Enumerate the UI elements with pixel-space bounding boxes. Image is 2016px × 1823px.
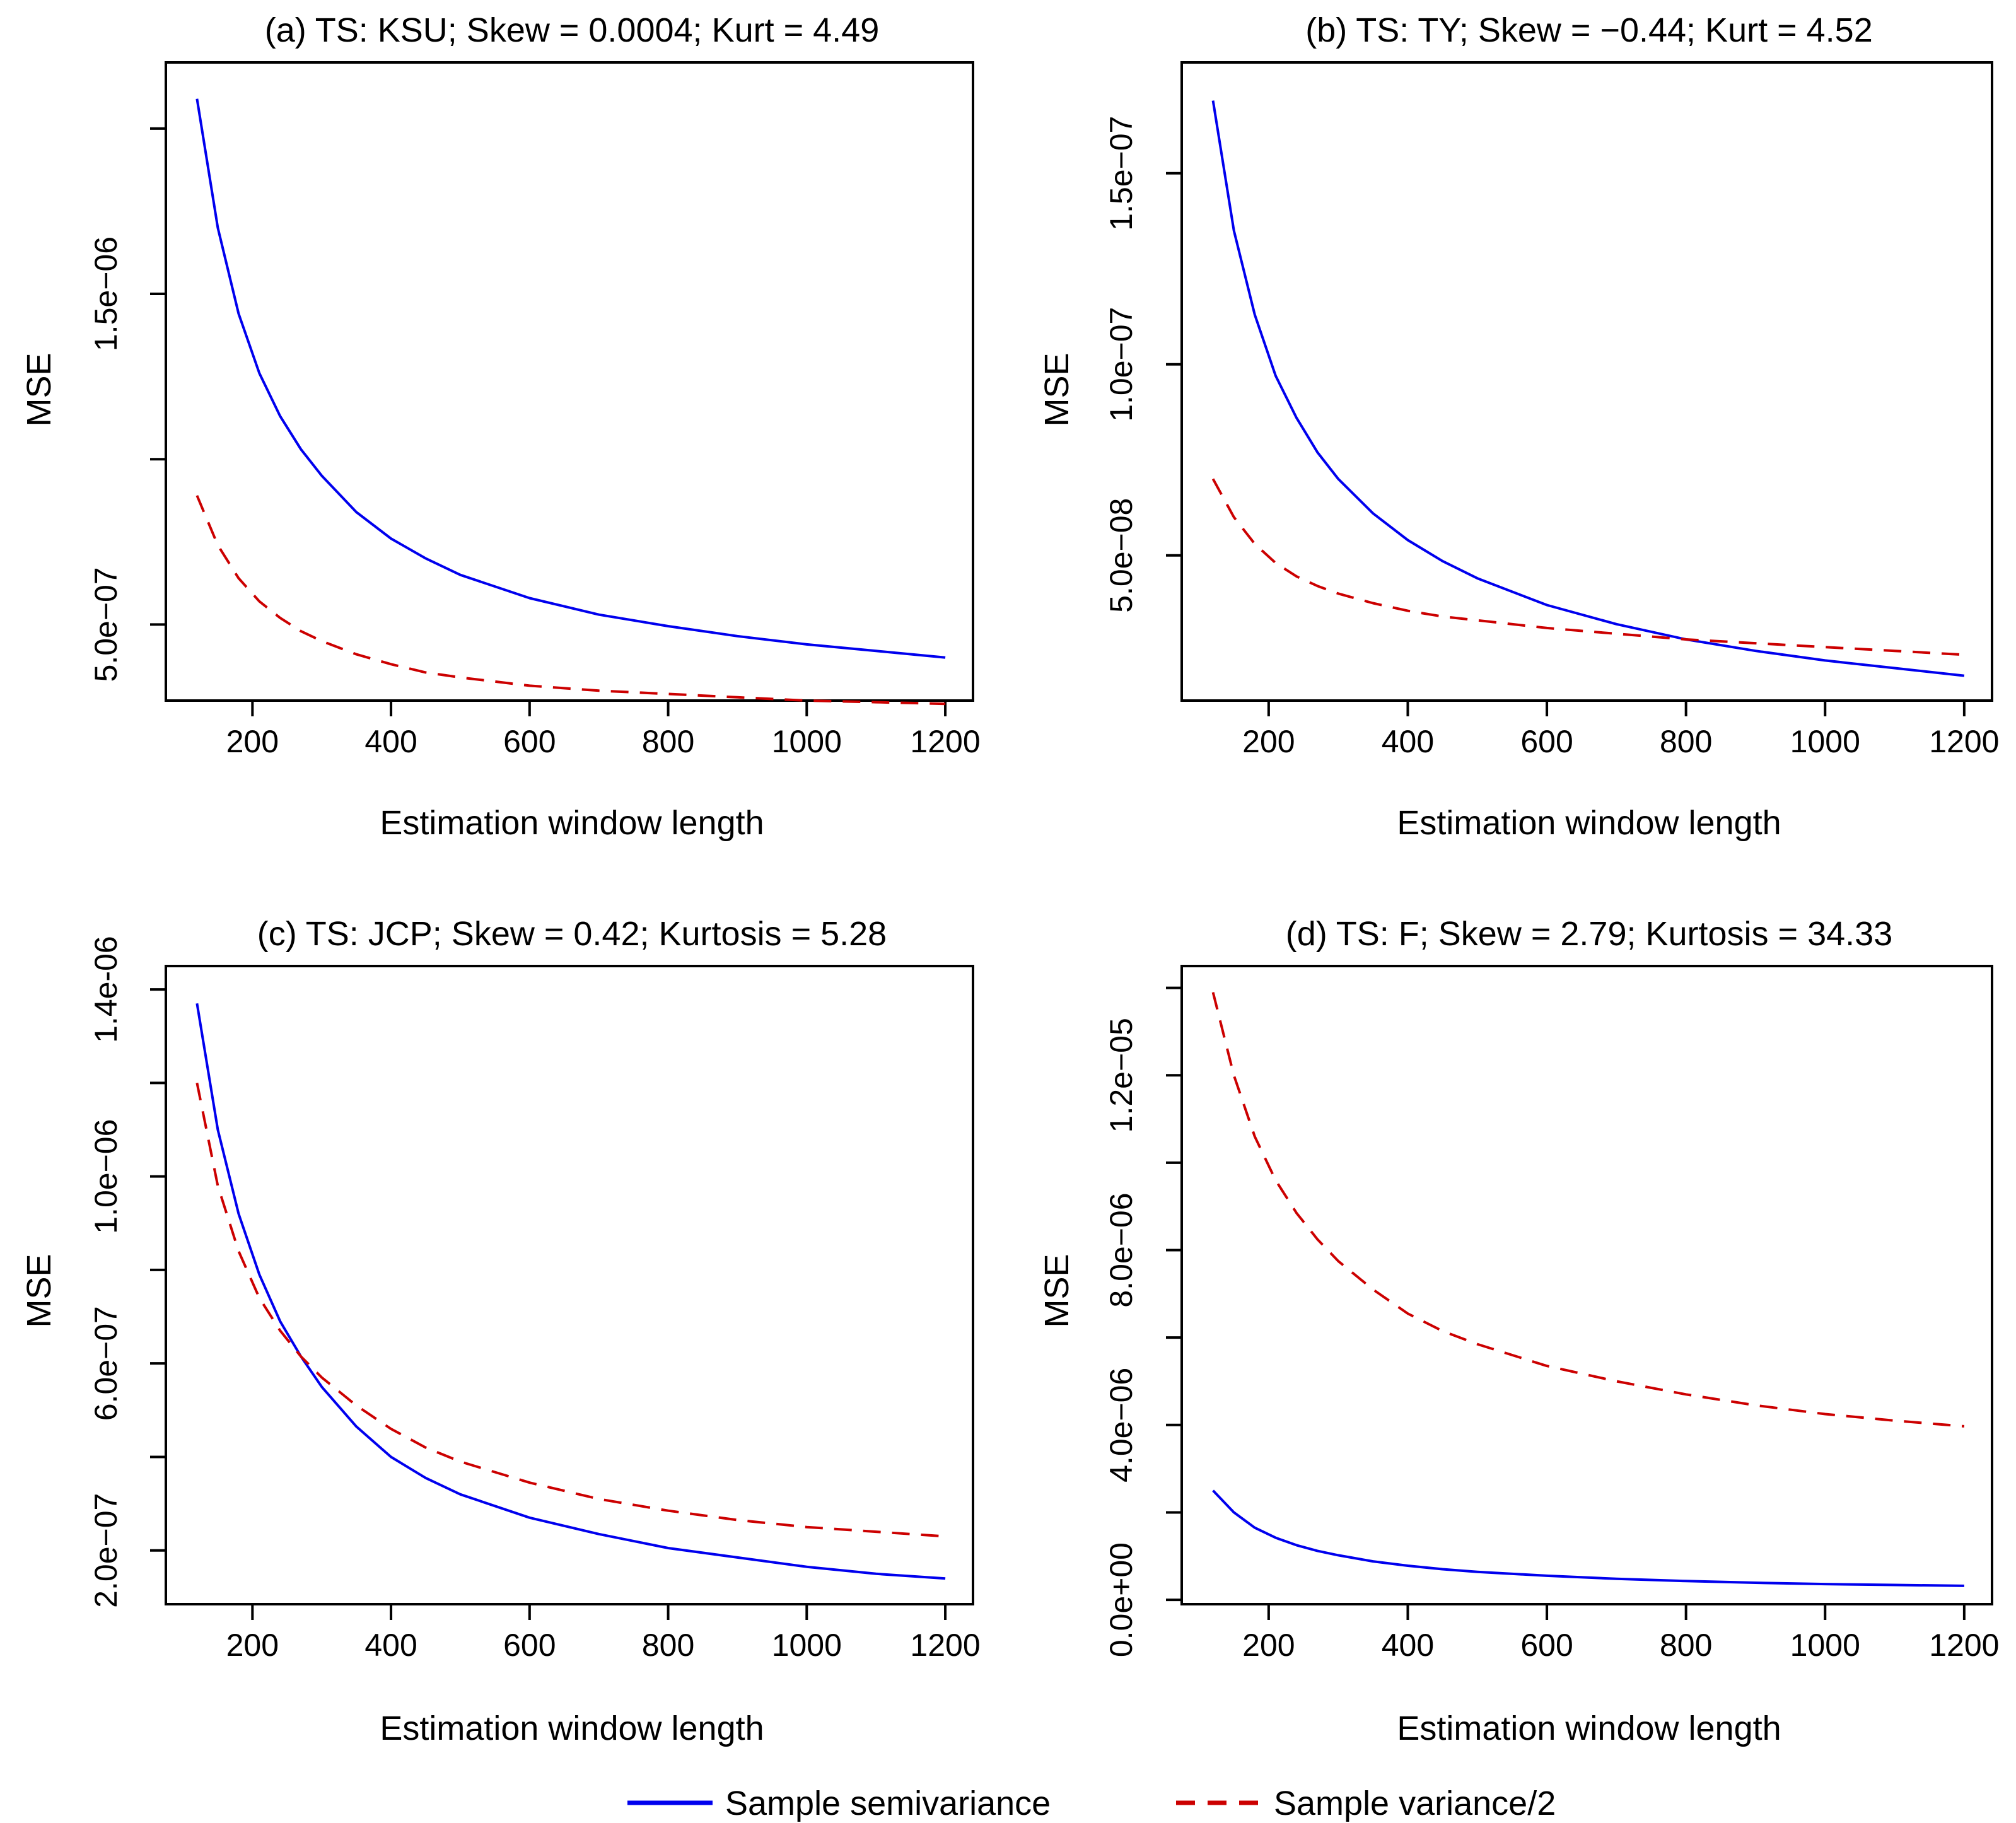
panel-c-xlabel: Estimation window length: [380, 1709, 764, 1747]
panel-c-xtick-label-800: 800: [642, 1628, 694, 1663]
panel-a-title: (a) TS: KSU; Skew = 0.0004; Kurt = 4.49: [265, 11, 880, 49]
panel-b-xtick-label-600: 600: [1520, 724, 1573, 759]
panel-d-xtick-label-400: 400: [1382, 1628, 1434, 1663]
panel-d-series-semivariance: [1212, 1489, 1964, 1587]
panel-c-xtick-label-200: 200: [226, 1628, 279, 1663]
panel-d: (d) TS: F; Skew = 2.79; Kurtosis = 34.33…: [1038, 915, 1999, 1747]
panel-d-xlabel: Estimation window length: [1397, 1709, 1781, 1747]
panel-a-plot-area: 200 400 600 800 1000 1200 5.0e−07 1.5e−06: [88, 98, 981, 759]
panel-a-ylabel: MSE: [20, 352, 58, 426]
panel-d-xtick-label-800: 800: [1660, 1628, 1712, 1663]
panel-d-plot-area: 200 400 600 800 1000 1200 0.0e+00 4.0e−06 8.0e−0…: [1104, 986, 1999, 1663]
panel-b-plot-frame: [1180, 61, 1993, 702]
panel-c-ytick-label-6: 1.4e-06: [88, 936, 124, 1043]
panel-a-ytick-label-0: 5.0e−07: [88, 567, 124, 682]
panel-a: (a) TS: KSU; Skew = 0.0004; Kurt = 4.49 …: [20, 11, 981, 842]
panel-a-ytick-label-2: 1.5e−06: [88, 236, 124, 351]
panel-b-ytick-label-0: 5.0e−08: [1104, 498, 1139, 613]
panel-b-xtick-label-1200: 1200: [1929, 724, 1999, 759]
panel-d-plot-frame: [1180, 965, 1993, 1605]
panel-a-xtick-label-200: 200: [226, 724, 279, 759]
panel-d-xtick-label-1200: 1200: [1929, 1628, 1999, 1663]
panel-b-ylabel: MSE: [1038, 352, 1076, 426]
legend-label-semivariance: Sample semivariance: [725, 1785, 1051, 1822]
panel-c-xtick-label-400: 400: [364, 1628, 417, 1663]
panel-d-xtick-label-1000: 1000: [1790, 1628, 1860, 1663]
panel-b: (b) TS: TY; Skew = −0.44; Kurt = 4.52 MS…: [1038, 11, 1999, 842]
panel-c-ytick-label-0: 2.0e−07: [88, 1493, 124, 1608]
panel-b-xtick-label-200: 200: [1242, 724, 1295, 759]
legend: Sample semivariance Sample variance/2: [627, 1785, 1556, 1822]
panel-c-plot-area: 200 400 600 800 1000 1200 2.0e−07 6.0e−07 1.0e−0…: [88, 936, 981, 1663]
panel-a-plot-frame: [165, 61, 974, 702]
panel-c-xtick-label-1200: 1200: [910, 1628, 980, 1663]
panel-c-xtick-label-600: 600: [503, 1628, 556, 1663]
panel-d-ytick-label-6: 1.2e−05: [1104, 1018, 1139, 1133]
panel-c: (c) TS: JCP; Skew = 0.42; Kurtosis = 5.2…: [20, 915, 981, 1747]
panel-a-xtick-label-1200: 1200: [910, 724, 980, 759]
panel-d-xtick-label-600: 600: [1520, 1628, 1573, 1663]
panel-d-ylabel: MSE: [1038, 1254, 1076, 1327]
panel-b-xtick-label-800: 800: [1660, 724, 1712, 759]
panel-a-xtick-label-600: 600: [503, 724, 556, 759]
panel-d-xtick-label-200: 200: [1242, 1628, 1295, 1663]
panel-d-ytick-label-2: 4.0e−06: [1104, 1368, 1139, 1482]
panel-a-xtick-label-800: 800: [642, 724, 694, 759]
panel-a-xtick-label-1000: 1000: [772, 724, 842, 759]
legend-label-variance-half: Sample variance/2: [1274, 1785, 1556, 1822]
panel-b-ytick-label-1: 1.0e−07: [1104, 307, 1139, 422]
panel-c-xtick-label-1000: 1000: [772, 1628, 842, 1663]
panel-d-title: (d) TS: F; Skew = 2.79; Kurtosis = 34.33: [1286, 915, 1892, 953]
panel-b-title: (b) TS: TY; Skew = −0.44; Kurt = 4.52: [1305, 11, 1872, 49]
panel-c-ytick-label-2: 6.0e−07: [88, 1306, 124, 1421]
panel-a-xlabel: Estimation window length: [380, 804, 764, 842]
panel-b-xlabel: Estimation window length: [1397, 804, 1781, 842]
panel-c-series-semivariance: [195, 1003, 946, 1580]
panel-d-ytick-label-4: 8.0e−06: [1104, 1192, 1139, 1307]
panel-d-ytick-label-0: 0.0e+00: [1104, 1542, 1139, 1657]
panel-b-series-semivariance: [1211, 100, 1965, 677]
panel-c-title: (c) TS: JCP; Skew = 0.42; Kurtosis = 5.2…: [257, 915, 887, 953]
panel-b-ytick-label-2: 1.5e−07: [1104, 116, 1139, 231]
panel-a-xtick-label-400: 400: [364, 724, 417, 759]
panel-b-series-variance-half: [1211, 478, 1965, 656]
panel-a-series-semivariance: [195, 98, 946, 659]
panel-c-series-variance-half: [195, 1082, 946, 1538]
panel-b-xtick-label-400: 400: [1382, 724, 1434, 759]
panel-c-ytick-label-4: 1.0e−06: [88, 1119, 124, 1234]
panel-c-ylabel: MSE: [20, 1254, 58, 1327]
panel-c-plot-frame: [165, 965, 974, 1605]
panel-d-series-variance-half: [1211, 992, 1965, 1428]
panel-b-xtick-label-1000: 1000: [1790, 724, 1860, 759]
panel-a-series-variance-half: [195, 495, 946, 706]
panel-b-plot-area: 200 400 600 800 1000 1200 5.0e−08 1.0e−07 1.5e−0…: [1104, 100, 1999, 759]
